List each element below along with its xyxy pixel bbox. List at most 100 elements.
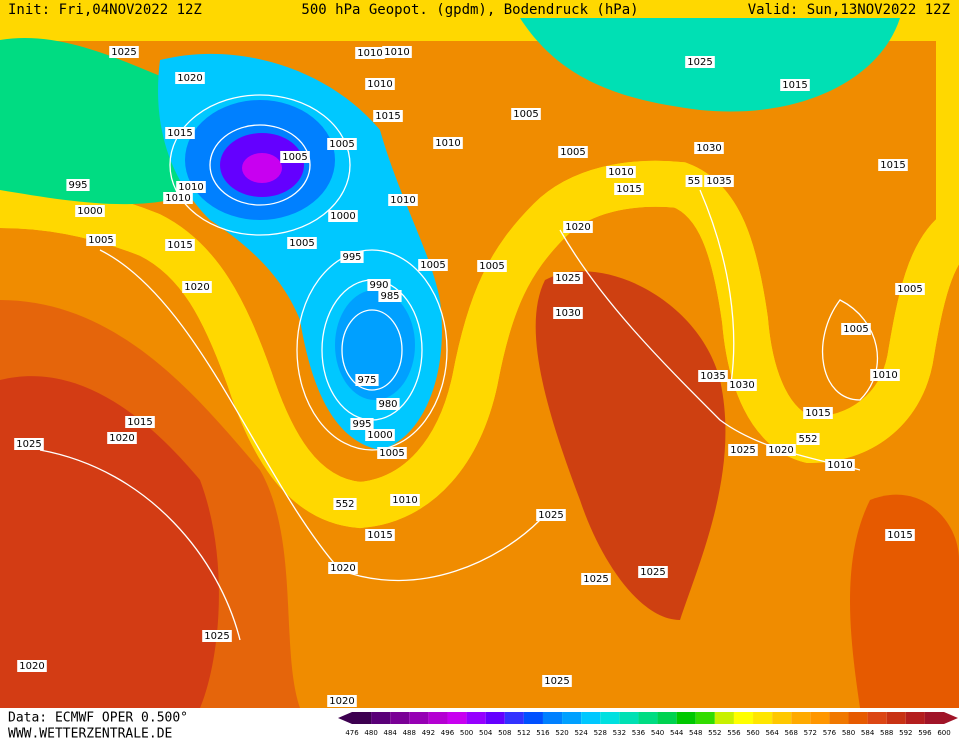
label-box xyxy=(365,429,395,441)
label-box xyxy=(698,370,728,382)
isobar-label: 1015 xyxy=(616,184,641,195)
label-box xyxy=(727,379,757,391)
colorbar-band xyxy=(447,712,467,724)
label-box xyxy=(780,79,810,91)
label-box xyxy=(685,56,715,68)
isobar-label: 1005 xyxy=(479,261,504,272)
isobar-label: 1015 xyxy=(127,417,152,428)
isobar-label: 1005 xyxy=(513,109,538,120)
label-box xyxy=(165,127,195,139)
label-box xyxy=(328,210,358,222)
isobar-label: 1005 xyxy=(289,238,314,249)
isobar-label: 1000 xyxy=(367,430,392,441)
colorbar-band xyxy=(638,712,658,724)
label-box xyxy=(796,433,820,445)
isobar-label: 1020 xyxy=(329,696,354,707)
colorbar-band xyxy=(867,712,887,724)
isobar-label: 1010 xyxy=(872,370,897,381)
label-box xyxy=(803,407,833,419)
colorbar-tick: 600 xyxy=(937,729,950,737)
isobar-label: 55 xyxy=(688,176,701,187)
isobar-label: 1015 xyxy=(375,111,400,122)
label-box xyxy=(327,695,357,707)
colorbar-tick: 532 xyxy=(613,729,626,737)
label-box xyxy=(581,573,611,585)
label-box xyxy=(175,72,205,84)
label-box xyxy=(766,444,796,456)
low-region xyxy=(242,153,282,183)
label-box xyxy=(365,78,395,90)
colorbar-tick: 568 xyxy=(785,729,798,737)
colorbar-band xyxy=(753,712,773,724)
isobar-label: 1015 xyxy=(805,408,830,419)
isobar-label: 1015 xyxy=(782,80,807,91)
colorbar-tick: 492 xyxy=(422,729,435,737)
colorbar-band xyxy=(562,712,582,724)
colorbar-tick: 544 xyxy=(670,729,684,737)
colorbar-band xyxy=(581,712,601,724)
isobar-label: 1015 xyxy=(367,530,392,541)
isobar-label: 1035 xyxy=(706,176,731,187)
label-box xyxy=(477,260,507,272)
colorbar-band xyxy=(886,712,906,724)
isobar-label: 1005 xyxy=(329,139,354,150)
isobar-label: 1025 xyxy=(583,574,608,585)
isobar-label: 1010 xyxy=(384,47,409,58)
colorbar-band xyxy=(829,712,849,724)
isobar-label: 1010 xyxy=(165,193,190,204)
colorbar-band xyxy=(676,712,696,724)
isobar-label: 1015 xyxy=(887,530,912,541)
colorbar-band xyxy=(810,712,830,724)
label-box xyxy=(14,438,44,450)
label-box xyxy=(367,279,391,291)
colorbar-tick: 596 xyxy=(918,729,932,737)
label-box xyxy=(350,418,374,430)
colorbar-band xyxy=(352,712,372,724)
colorbar-tick: 564 xyxy=(765,729,779,737)
isobar-label: 1005 xyxy=(379,448,404,459)
label-box xyxy=(355,374,379,386)
label-box xyxy=(542,675,572,687)
isobar-label: 1010 xyxy=(827,460,852,471)
label-box xyxy=(377,447,407,459)
label-box xyxy=(365,529,395,541)
colorbar-band xyxy=(600,712,620,724)
colorbar-band xyxy=(695,712,715,724)
label-box xyxy=(511,108,541,120)
colorbar-band xyxy=(428,712,448,724)
isobar-label: 1010 xyxy=(392,495,417,506)
label-box xyxy=(382,46,412,58)
isobar-label: 1015 xyxy=(880,160,905,171)
colorbar-band xyxy=(504,712,524,724)
isobar-label: 1005 xyxy=(897,284,922,295)
label-box xyxy=(638,566,668,578)
colorbar-tick: 540 xyxy=(651,729,664,737)
colorbar-tick: 524 xyxy=(574,729,588,737)
label-box xyxy=(553,272,583,284)
colorbar-tick: 528 xyxy=(594,729,607,737)
label-box xyxy=(376,398,400,410)
isobar-label: 1020 xyxy=(565,222,590,233)
isobar-label: 1025 xyxy=(640,567,665,578)
colorbar-band xyxy=(466,712,486,724)
isobar-label: 1030 xyxy=(729,380,754,391)
isobar-label: 1020 xyxy=(109,433,134,444)
isobar-label: 1025 xyxy=(538,510,563,521)
colorbar-band xyxy=(371,712,391,724)
isobar-label: 1000 xyxy=(330,211,355,222)
label-box xyxy=(182,281,212,293)
isobar-label: 1015 xyxy=(167,128,192,139)
map-title: 500 hPa Geopot. (gpdm), Bodendruck (hPa) xyxy=(301,2,638,18)
isobar-label: 1025 xyxy=(687,57,712,68)
high-region xyxy=(850,494,959,708)
label-box xyxy=(606,166,636,178)
isobar-label: 1005 xyxy=(843,324,868,335)
colorbar-tick: 508 xyxy=(498,729,511,737)
label-box xyxy=(388,194,418,206)
label-box xyxy=(728,444,758,456)
colorbar-band xyxy=(733,712,754,724)
cyan-region xyxy=(0,38,193,205)
label-box xyxy=(704,175,734,187)
colorbar-tick: 552 xyxy=(708,729,721,737)
label-box xyxy=(694,142,724,154)
